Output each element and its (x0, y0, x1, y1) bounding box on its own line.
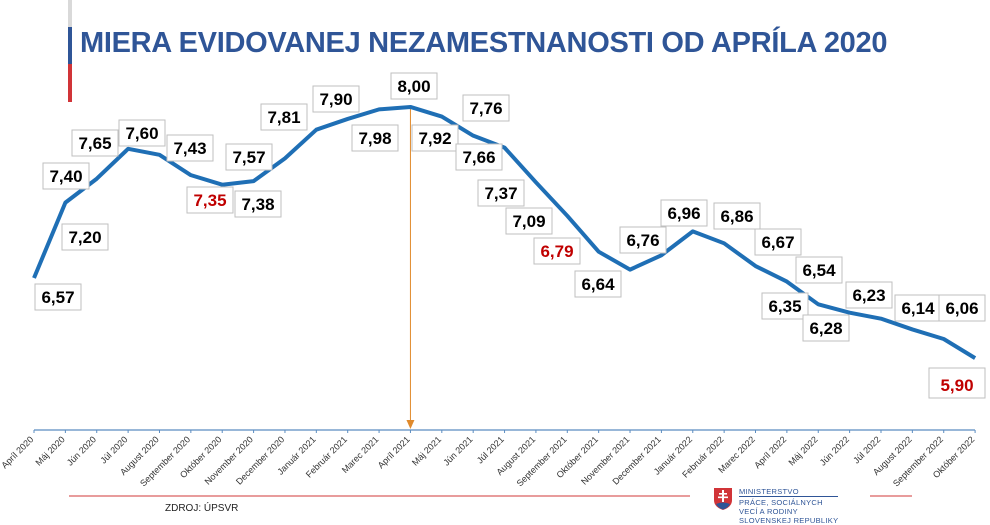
data-label: 7,57 (232, 148, 265, 167)
data-label-box (61, 223, 109, 251)
series-line (32, 104, 977, 360)
data-label-box (71, 129, 119, 157)
data-label: 7,20 (68, 228, 101, 247)
logo-line: SLOVENSKEJ REPUBLIKY (739, 516, 839, 525)
data-label: 6,57 (41, 288, 74, 307)
x-tick-label: Apríl 2022 (752, 434, 788, 470)
data-label: 7,81 (267, 108, 300, 127)
x-tick-label: Apríl 2020 (0, 434, 35, 470)
data-label-box (802, 314, 850, 342)
x-tick-label: Júl 2022 (851, 434, 882, 465)
data-label: 7,65 (78, 134, 111, 153)
data-label-box (462, 94, 510, 122)
data-label: 6,23 (852, 286, 885, 305)
data-label: 5,90 (940, 376, 973, 395)
data-label-box (234, 190, 282, 218)
data-label: 6,96 (667, 204, 700, 223)
data-label-box (754, 228, 802, 256)
data-label: 6,79 (540, 242, 573, 261)
x-tick-label: Jún 2022 (818, 434, 851, 467)
data-label: 6,28 (809, 319, 842, 338)
data-label-box (761, 292, 809, 320)
ministry-logo: MINISTERSTVO PRÁCE, SOCIÁLNYCH VECÍ A RO… (713, 487, 839, 525)
data-label: 7,92 (418, 129, 451, 148)
flag-stripe-blue (68, 27, 72, 64)
data-label-box (795, 256, 843, 284)
data-label-box (477, 179, 525, 207)
data-label-box (312, 85, 360, 113)
source-note: ZDROJ: ÚPSVR (165, 503, 239, 514)
logo-line: MINISTERSTVO (739, 487, 839, 497)
x-tick-label: Júl 2020 (98, 434, 129, 465)
data-label-box (619, 226, 667, 254)
data-label-box (938, 294, 986, 322)
data-label: 7,60 (125, 124, 158, 143)
data-label-box (118, 119, 166, 147)
data-label: 7,38 (241, 195, 274, 214)
x-tick-label: Máj 2021 (410, 434, 443, 467)
data-label-box (166, 134, 214, 162)
coat-of-arms-icon (714, 488, 732, 510)
data-label: 6,06 (945, 299, 978, 318)
x-tick-label: Máj 2022 (786, 434, 819, 467)
data-label: 6,54 (802, 261, 836, 280)
flag-stripe-white (68, 0, 72, 27)
data-label-box (186, 186, 234, 214)
x-tick-label: Júl 2021 (475, 434, 506, 465)
data-label-box (894, 294, 942, 322)
data-label: 6,76 (626, 231, 659, 250)
x-tick-label: Máj 2020 (34, 434, 67, 467)
data-label: 7,98 (358, 129, 391, 148)
data-label-box (505, 207, 553, 235)
data-label: 7,76 (469, 99, 502, 118)
data-label-box (713, 202, 761, 230)
data-label: 6,64 (581, 275, 615, 294)
data-label-box (574, 270, 622, 298)
data-label-box (411, 124, 459, 152)
data-label: 6,67 (761, 233, 794, 252)
logo-line: VECÍ A RODINY (739, 507, 798, 516)
data-label-box (260, 103, 308, 131)
x-tick-label: Jún 2020 (65, 434, 98, 467)
data-label: 7,90 (319, 90, 352, 109)
data-label: 8,00 (397, 77, 430, 96)
data-label-box (928, 367, 986, 399)
marker-arrow (406, 420, 415, 429)
data-label-box (225, 143, 273, 171)
data-label-box (455, 143, 503, 171)
data-label: 7,37 (484, 184, 517, 203)
data-label: 7,35 (193, 191, 226, 210)
x-tick-label: Apríl 2021 (376, 434, 412, 470)
data-label: 6,35 (768, 297, 801, 316)
data-label-box (351, 124, 399, 152)
data-label: 7,43 (173, 139, 206, 158)
data-label: 6,86 (720, 207, 753, 226)
data-label-box (34, 283, 82, 311)
logo-line: PRÁCE, SOCIÁLNYCH (739, 498, 823, 507)
data-label-box (845, 281, 893, 309)
data-label: 6,14 (901, 299, 935, 318)
data-label-box (533, 237, 581, 265)
flag-stripe-red (68, 64, 72, 102)
chart-title: MIERA EVIDOVANEJ NEZAMESTNANOSTI OD APRÍ… (80, 27, 888, 59)
data-label: 7,40 (49, 167, 82, 186)
x-tick-label: Jún 2021 (441, 434, 474, 467)
data-label: 7,09 (512, 212, 545, 231)
data-label: 7,66 (462, 148, 495, 167)
data-label-box (390, 72, 438, 100)
data-label-box (660, 199, 708, 227)
data-label-box (42, 162, 90, 190)
